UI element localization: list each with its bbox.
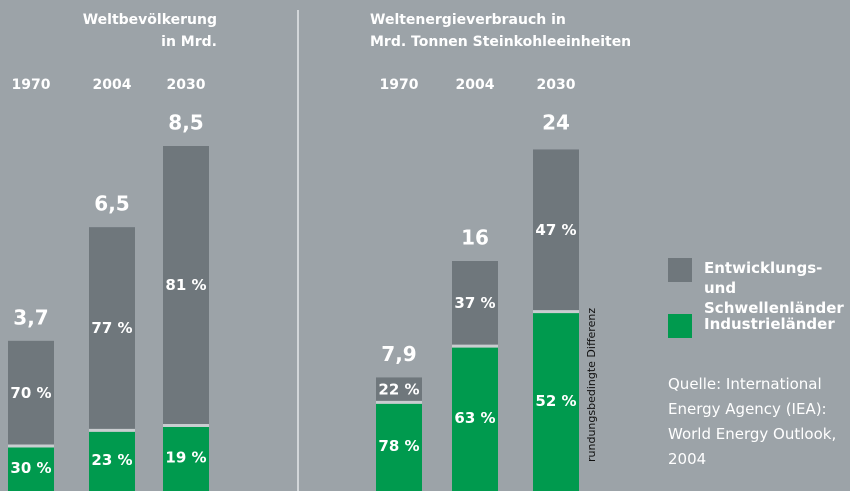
legend-item: Industrieländer (668, 314, 844, 338)
total-label: 7,9 (381, 342, 416, 366)
data-label: 70 % (10, 384, 51, 402)
bar-segment (376, 402, 422, 491)
total-label: 24 (542, 111, 570, 135)
data-label: 81 % (165, 276, 206, 294)
bar-segment (452, 346, 498, 491)
bar-segment (89, 430, 135, 491)
legend-label: Industrieländer (704, 315, 835, 333)
x-tick-label: 2004 (93, 77, 132, 93)
total-label: 3,7 (13, 305, 48, 329)
total-label: 8,5 (168, 111, 203, 135)
chart-title: in Mrd. (161, 34, 217, 50)
chart-title: Weltbevölkerung (83, 12, 217, 28)
bar-segment (89, 227, 135, 431)
x-tick-label: 1970 (380, 77, 419, 93)
total-label: 16 (461, 226, 489, 250)
total-label: 6,5 (94, 192, 129, 216)
bar-segment (533, 149, 579, 312)
bar-segment (533, 311, 579, 491)
data-label: 23 % (91, 451, 132, 469)
data-label: 37 % (454, 294, 495, 312)
data-label: 77 % (91, 319, 132, 337)
bar-segment (452, 261, 498, 347)
bar-segment (163, 146, 209, 426)
annotation: rundungsbedingte Differenz (585, 308, 598, 462)
x-tick-label: 2030 (537, 77, 576, 93)
data-label: 63 % (454, 409, 495, 427)
bar-segment (8, 445, 54, 491)
x-tick-label: 2004 (456, 77, 495, 93)
bar-segment (376, 377, 422, 403)
bar-segment (8, 340, 54, 446)
legend-swatch (668, 314, 692, 338)
data-label: 30 % (10, 459, 51, 477)
legend-item: Entwicklungs- und Schwellenländer (668, 258, 844, 318)
data-label: 52 % (535, 392, 576, 410)
data-label: 47 % (535, 221, 576, 239)
data-label: 78 % (378, 437, 419, 455)
x-tick-label: 1970 (12, 77, 51, 93)
legend-label: Entwicklungs- und Schwellenländer (704, 259, 844, 317)
chart-title: Weltenergieverbrauch in (370, 12, 566, 28)
source-note: Quelle: International Energy Agency (IEA… (668, 375, 837, 468)
data-label: 19 % (165, 449, 206, 467)
legend-swatch (668, 258, 692, 282)
data-label: 22 % (378, 380, 419, 398)
x-tick-label: 2030 (167, 77, 206, 93)
chart-title: Mrd. Tonnen Steinkohleeinheiten (370, 34, 631, 50)
bar-segment (163, 425, 209, 491)
